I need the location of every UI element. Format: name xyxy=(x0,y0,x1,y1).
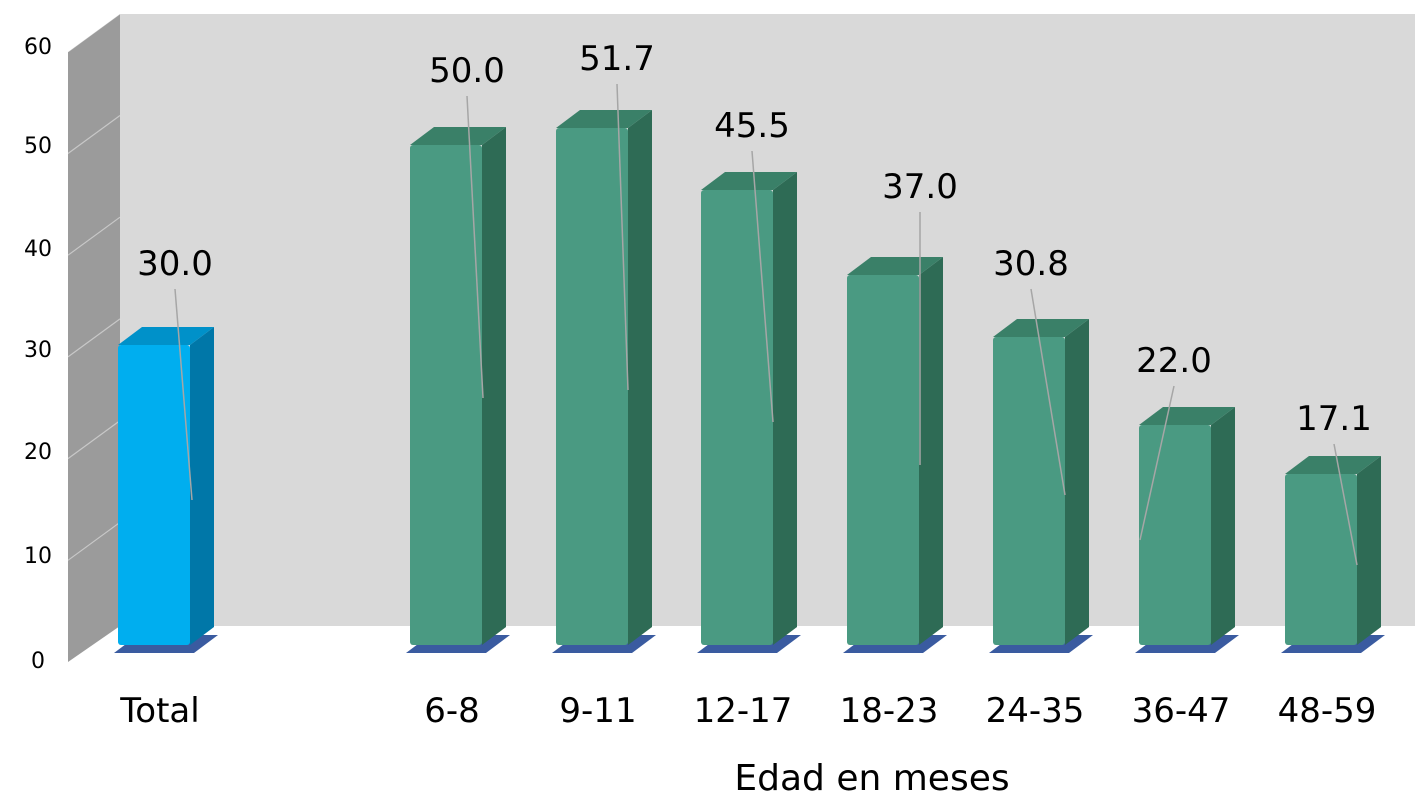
data-label: 51.7 xyxy=(579,39,655,79)
bar-side xyxy=(482,127,506,645)
bar xyxy=(701,190,773,645)
x-tick-label: 48-59 xyxy=(1278,691,1377,731)
y-tick-label: 0 xyxy=(31,649,45,674)
data-label-leader xyxy=(1139,385,1175,541)
y-axis-ticks: 0 10 20 30 40 50 60 xyxy=(24,35,52,674)
data-label-leader xyxy=(466,95,484,399)
x-tick-label: 6-8 xyxy=(424,691,480,731)
bar-top xyxy=(410,127,506,145)
bar-side xyxy=(1211,407,1235,645)
bar xyxy=(1139,425,1211,645)
wall-gridline xyxy=(67,13,121,53)
data-label: 22.0 xyxy=(1136,341,1212,381)
wall-ticks xyxy=(67,13,121,561)
bar-top xyxy=(847,257,943,275)
y-tick-label: 40 xyxy=(24,237,52,262)
bar xyxy=(556,128,628,645)
bar xyxy=(1285,474,1357,645)
y-tick-label: 60 xyxy=(24,35,52,60)
x-axis-title: Edad en meses xyxy=(734,758,1009,795)
bar-group: 50.0 xyxy=(406,51,510,653)
x-tick-label: 12-17 xyxy=(694,691,793,731)
data-label-leader xyxy=(616,83,629,391)
bar-top xyxy=(1285,456,1381,474)
data-label-leader xyxy=(751,150,774,423)
bar-group: 51.7 xyxy=(552,39,656,653)
x-tick-label: 36-47 xyxy=(1132,691,1231,731)
wall-gridline xyxy=(67,420,121,460)
bar xyxy=(993,337,1065,645)
bar-group: 17.1 xyxy=(1281,399,1385,653)
y-tick-label: 30 xyxy=(24,338,52,363)
bar xyxy=(847,275,919,645)
side-wall xyxy=(68,14,120,662)
bar-group: 30.0 xyxy=(114,244,218,653)
bar-top xyxy=(118,327,214,345)
data-label: 30.0 xyxy=(137,244,213,284)
bar-top xyxy=(556,110,652,128)
bar-group: 45.5 xyxy=(697,106,801,653)
bar-side xyxy=(919,257,943,645)
bar-group: 30.8 xyxy=(989,244,1093,653)
bar-top xyxy=(701,172,797,190)
y-tick-label: 20 xyxy=(24,440,52,465)
bar-group: 22.0 xyxy=(1135,341,1239,653)
bar xyxy=(410,145,482,645)
bar-top xyxy=(993,319,1089,337)
y-tick-label: 10 xyxy=(24,544,52,569)
x-tick-label: 18-23 xyxy=(840,691,939,731)
wall-gridline xyxy=(67,318,121,358)
bar-side xyxy=(1065,319,1089,645)
data-label: 37.0 xyxy=(882,167,958,207)
bar-group: 37.0 xyxy=(843,167,958,653)
y-tick-label: 50 xyxy=(24,134,52,159)
data-label: 45.5 xyxy=(714,106,790,146)
x-tick-label: 24-35 xyxy=(986,691,1085,731)
x-axis-ticks: Total 6-8 9-11 12-17 18-23 24-35 36-47 48-59 xyxy=(119,691,1376,731)
bars: 30.0 50.0 51.7 45.5 37.0 30.8 22.0 17.1 xyxy=(114,39,1385,653)
data-label-leader xyxy=(1333,443,1358,566)
data-label: 17.1 xyxy=(1296,399,1372,439)
wall-gridline xyxy=(67,115,121,154)
x-tick-label: 9-11 xyxy=(559,691,636,731)
data-label: 50.0 xyxy=(429,51,505,91)
bar-side xyxy=(773,172,797,645)
bar-side xyxy=(628,110,652,645)
bar xyxy=(118,345,190,645)
data-label: 30.8 xyxy=(993,244,1069,284)
bar-side xyxy=(190,327,214,645)
x-tick-label: Total xyxy=(119,691,199,731)
data-label-leader xyxy=(174,288,193,501)
wall-gridline xyxy=(67,521,121,561)
bar-top xyxy=(1139,407,1235,425)
bar-side xyxy=(1357,456,1381,645)
wall-gridline xyxy=(67,216,121,256)
data-label-leader xyxy=(1030,288,1066,496)
